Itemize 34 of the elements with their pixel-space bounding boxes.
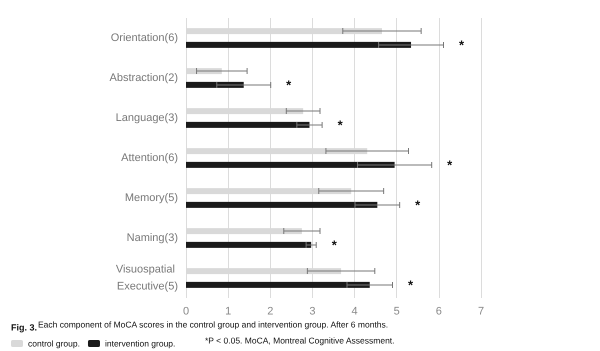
text: Fig. 3. <box>11 322 38 332</box>
bar <box>186 282 370 288</box>
x-tick-label: 3 <box>309 306 316 318</box>
y-tick-label: Visuospatial Executive(5) <box>116 264 178 292</box>
annotation: * <box>286 78 292 92</box>
annotation: * <box>415 198 422 212</box>
y-tick-label: Orientation(6) <box>110 32 178 44</box>
y-tick-label: Language(3) <box>116 112 178 124</box>
annotation: * <box>408 278 414 292</box>
annotation: * <box>338 118 344 132</box>
text: Each component of MoCA scores in the control group and intervention group. After 6 months. <box>38 320 388 330</box>
x-tick-label: 0 <box>182 306 190 318</box>
x-tick-label: 1 <box>225 306 232 318</box>
bar <box>186 42 412 48</box>
x-tick-label: 5 <box>394 306 400 318</box>
legend-label: intervention group. <box>104 338 176 348</box>
x-tick-label: 4 <box>352 306 358 318</box>
bar <box>186 122 310 128</box>
x-tick-label: 6 <box>436 306 442 318</box>
y-tick-label: Attention(6) <box>121 152 178 164</box>
bar <box>186 82 244 88</box>
y-tick-label: Naming(3) <box>126 232 178 244</box>
x-tick-label: 7 <box>478 306 484 318</box>
annotation: * <box>332 238 338 252</box>
y-tick-label: Memory(5) <box>124 192 178 204</box>
y-tick-label: Abstraction(2) <box>110 72 178 84</box>
text: *P < 0.05. MoCA, Montreal Cognitive Assessment. <box>205 336 395 346</box>
legend-label: control group. <box>28 338 80 348</box>
annotation: * <box>458 38 465 52</box>
bar <box>186 202 378 208</box>
bar <box>186 162 395 168</box>
annotation: * <box>447 158 454 172</box>
bar <box>186 242 312 248</box>
x-tick-label: 2 <box>267 306 274 318</box>
